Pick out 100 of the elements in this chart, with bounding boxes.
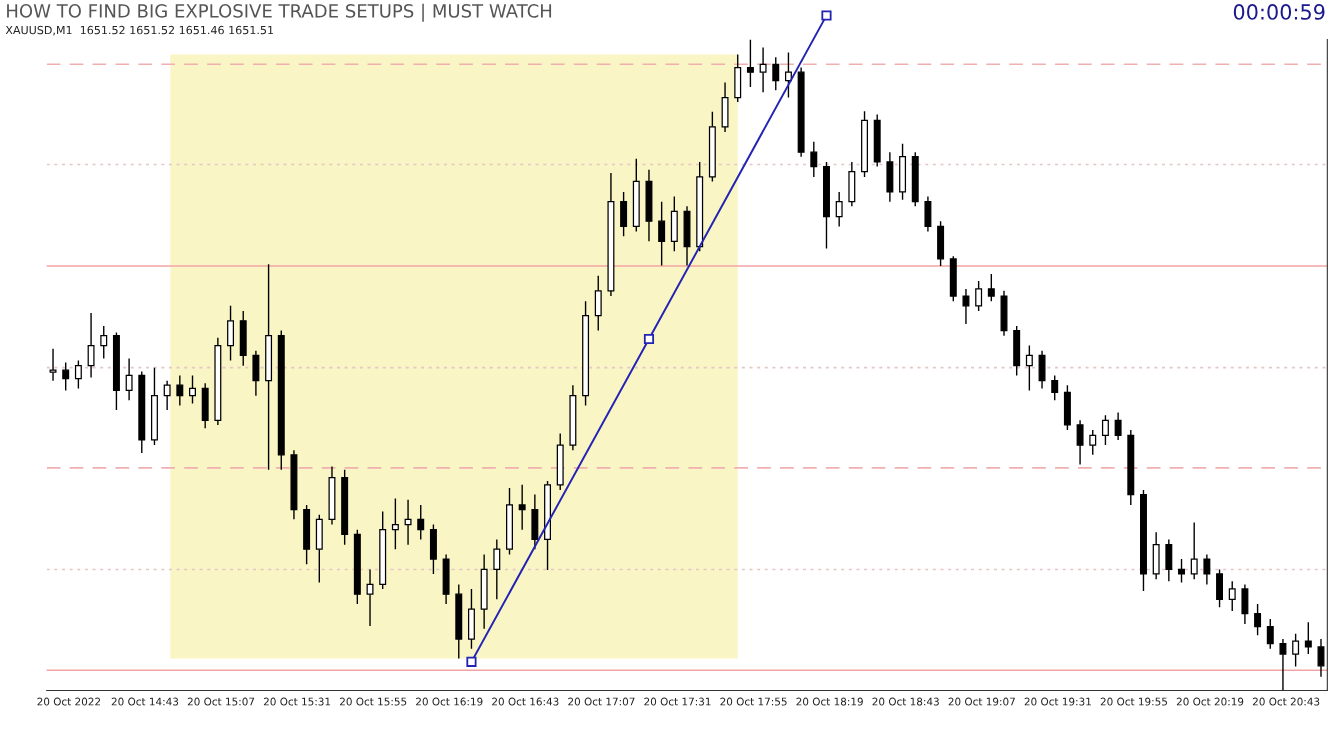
candlestick [1000,290,1008,337]
x-tick-label: 20 Oct 18:43 [872,697,939,706]
candlestick [506,487,513,556]
x-tick-label: 20 Oct 14:43 [111,697,179,706]
candlestick [493,538,501,601]
candlestick [1152,531,1160,580]
candlestick [277,329,285,471]
x-tick-label: 20 Oct 19:31 [1024,697,1091,706]
candlestick [1025,344,1033,392]
candlestick [480,553,488,630]
text: 00:00:59 [1233,4,1325,20]
candlestick [924,195,932,233]
candlestick [1165,538,1173,582]
candlestick [49,348,57,382]
x-tick-label: 20 Oct 2022 [37,697,101,706]
candlestick [569,384,577,451]
x-tick-label: 20 Oct 16:43 [492,697,559,706]
candlestick [620,191,628,237]
candlestick [721,81,729,133]
candlestick [899,143,907,201]
candlestick [962,288,970,325]
candlestick [823,161,830,250]
candlestick [87,312,95,379]
candlestick [1038,350,1046,390]
candlestick [150,366,158,446]
candlestick [835,191,843,228]
candlestick [1076,419,1084,466]
candlestick [848,161,856,207]
x-tick-label: 20 Oct 17:07 [568,697,635,706]
chart-title: HOW TO FIND BIG EXPLOSIVE TRADE SETUPS | MUST WATCH [7,3,552,22]
candlestick [100,325,108,360]
candlestick [417,504,425,541]
x-tick-label: 20 Oct 15:55 [340,697,407,706]
candlestick [518,484,526,531]
candlestick [1228,580,1236,612]
candlestick [594,275,602,332]
candlestick [252,350,260,397]
candlestick [683,205,691,267]
candlestick [632,158,640,233]
candlestick [746,39,754,88]
x-tick-label: 20 Oct 18:19 [796,697,863,706]
candlestick [189,374,196,405]
candlestick [163,379,171,411]
candlestick [112,331,120,411]
candlestick [759,46,767,94]
candlestick [1254,603,1262,636]
candlestick [227,305,235,362]
x-tick-label: 20 Oct 19:55 [1100,697,1168,706]
candlestick [176,374,184,407]
candlestick [708,111,716,183]
candlestick [379,510,387,590]
candlestick [328,465,336,526]
candlestick [1304,621,1312,655]
candlestick [886,151,894,203]
candlestick [797,66,805,158]
candlestick [467,588,475,650]
candlestick [455,583,463,660]
candlestick [544,480,552,571]
candlestick [214,337,222,426]
candlestick [1317,638,1325,678]
candlestick [366,568,374,627]
x-tick-label: 20 Oct 15:31 [263,697,331,706]
candlestick [987,273,995,302]
candlestick [1178,558,1185,584]
candlestick [658,200,666,267]
candlestick [201,382,209,429]
candlestick [125,357,133,401]
candlestick [1139,489,1147,592]
candlestick [1114,411,1122,441]
candlestick [391,497,399,550]
candlestick [670,195,678,252]
candlestick [239,310,247,367]
candlestick [1203,553,1211,586]
candlestick [531,493,539,550]
x-tick-label: 20 Oct 16:19 [416,697,483,706]
candlestick [341,469,349,546]
candlestick [1279,638,1287,691]
candlestick [784,51,792,99]
chart-subtitle: XAUUSD,M1 1651.52 1651.52 1651.46 1651.51 [5,25,274,36]
x-tick-label: 20 Oct 17:55 [720,697,787,706]
x-tick-label: 20 Oct 20:43 [1252,697,1320,706]
candlestick [429,523,437,575]
candlestick [404,499,412,546]
x-tick-label: 20 Oct 19:07 [948,697,1015,706]
candlestick [810,141,818,178]
candlestick [442,553,450,605]
candlestick [607,172,615,297]
candlestick [645,169,653,243]
candlestick [1292,633,1300,668]
candlestick [1241,583,1249,625]
candlestick [696,161,704,252]
candlestick [303,504,311,565]
candlestick [582,300,590,407]
candlestick [290,449,298,520]
candlestick [265,263,273,471]
candlestick [1190,521,1198,580]
x-tick-label: 20 Oct 17:31 [644,697,711,706]
x-tick-label: 20 Oct 15:07 [187,697,255,706]
candlestick [62,361,70,392]
candlestick [315,514,323,584]
